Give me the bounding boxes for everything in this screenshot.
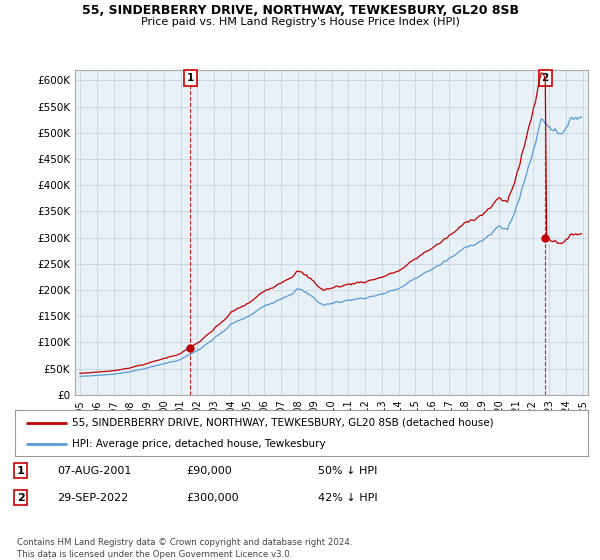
Text: 1: 1 bbox=[187, 73, 194, 83]
Text: 2: 2 bbox=[17, 493, 25, 503]
Text: £90,000: £90,000 bbox=[186, 466, 232, 476]
Text: 2: 2 bbox=[542, 73, 549, 83]
Text: 42% ↓ HPI: 42% ↓ HPI bbox=[318, 493, 377, 503]
Text: 55, SINDERBERRY DRIVE, NORTHWAY, TEWKESBURY, GL20 8SB (detached house): 55, SINDERBERRY DRIVE, NORTHWAY, TEWKESB… bbox=[73, 418, 494, 428]
Text: 55, SINDERBERRY DRIVE, NORTHWAY, TEWKESBURY, GL20 8SB: 55, SINDERBERRY DRIVE, NORTHWAY, TEWKESB… bbox=[82, 4, 518, 17]
Text: Contains HM Land Registry data © Crown copyright and database right 2024.
This d: Contains HM Land Registry data © Crown c… bbox=[17, 538, 352, 559]
Text: 29-SEP-2022: 29-SEP-2022 bbox=[57, 493, 128, 503]
Text: HPI: Average price, detached house, Tewkesbury: HPI: Average price, detached house, Tewk… bbox=[73, 439, 326, 449]
Text: 50% ↓ HPI: 50% ↓ HPI bbox=[318, 466, 377, 476]
Text: Price paid vs. HM Land Registry's House Price Index (HPI): Price paid vs. HM Land Registry's House … bbox=[140, 17, 460, 27]
Text: £300,000: £300,000 bbox=[186, 493, 239, 503]
Text: 1: 1 bbox=[17, 466, 25, 476]
Text: 07-AUG-2001: 07-AUG-2001 bbox=[57, 466, 131, 476]
